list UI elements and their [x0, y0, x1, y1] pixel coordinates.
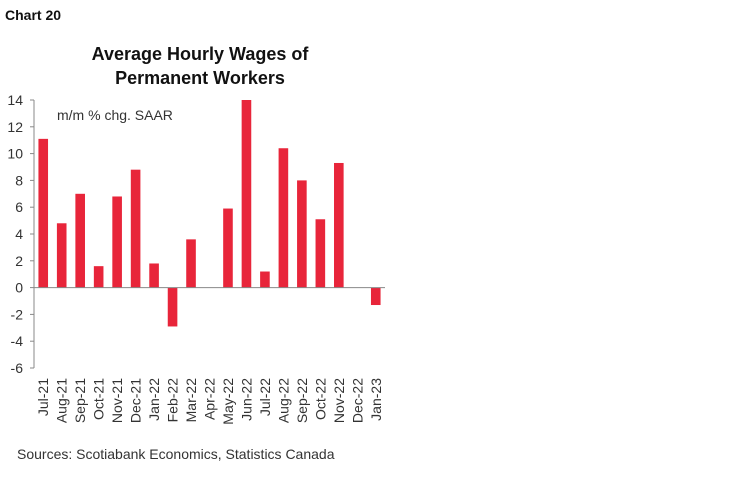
y-tick-label: 4	[15, 226, 23, 242]
y-tick-label: 6	[15, 199, 23, 215]
bar-may-22	[223, 208, 233, 288]
chart-title-line-1: Average Hourly Wages of	[91, 44, 309, 64]
bar-aug-21	[56, 223, 67, 288]
y-tick-label: -2	[11, 306, 24, 322]
axes-group	[33, 100, 385, 368]
y-tick-label: -6	[11, 360, 24, 376]
y-tick-label: -4	[11, 333, 24, 349]
x-tick-label: Nov-22	[331, 378, 347, 423]
x-tick-label: May-22	[220, 378, 236, 425]
x-tick-label: Jan-22	[146, 378, 162, 421]
x-tick-label: Dec-21	[128, 378, 144, 423]
x-tick-label: Sep-22	[294, 378, 310, 423]
bar-jul-21	[38, 138, 49, 288]
x-tick-label: Oct-22	[312, 378, 328, 420]
bar-nov-22	[334, 162, 344, 288]
x-tick-label: Mar-22	[183, 378, 199, 423]
x-tick-label: Aug-21	[54, 378, 70, 423]
y-ticks-group: 14 12 10 8 6 4 2 0 -2 -4 -6	[7, 92, 34, 376]
x-tick-label: Apr-22	[202, 378, 218, 420]
bar-sep-22	[297, 180, 307, 288]
bar-oct-22	[315, 219, 326, 288]
x-tick-label: Aug-22	[275, 378, 291, 423]
x-tick-label: Feb-22	[165, 378, 181, 423]
x-ticks-group: Jul-21 Aug-21 Sep-21 Oct-21 Nov-21 Dec-21 Jan-…	[35, 378, 384, 425]
x-tick-label: Dec-22	[349, 378, 365, 423]
bar-aug-22	[278, 148, 289, 288]
chart-title: Average Hourly Wages of Permanent Worker…	[40, 42, 360, 90]
y-tick-label: 8	[15, 172, 23, 188]
x-tick-label: Jul-22	[257, 378, 273, 416]
source-note: Sources: Scotiabank Economics, Statistic…	[17, 446, 335, 462]
x-tick-label: Oct-21	[91, 378, 107, 420]
y-tick-label: 12	[7, 119, 23, 135]
x-tick-label: Jan-23	[368, 378, 384, 421]
bar-nov-21	[112, 196, 122, 288]
bar-jan-23	[370, 287, 381, 306]
y-tick-label: 2	[15, 253, 23, 269]
y-tick-label: 14	[7, 92, 23, 108]
chart-title-line-2: Permanent Workers	[115, 68, 285, 88]
bar-jun-22	[241, 100, 252, 288]
y-tick-label: 10	[7, 146, 23, 162]
x-tick-label: Sep-21	[72, 378, 88, 423]
bar-mar-22	[186, 239, 196, 288]
bar-dec-21	[130, 169, 141, 288]
bars-group	[38, 100, 381, 327]
units-annotation: m/m % chg. SAAR	[57, 107, 173, 123]
y-tick-label: 0	[15, 280, 23, 296]
x-tick-label: Nov-21	[109, 378, 125, 423]
bar-feb-22	[167, 287, 178, 327]
bar-jul-22	[260, 271, 270, 288]
bar-oct-21	[93, 266, 104, 288]
chart-number-label: Chart 20	[5, 7, 62, 23]
bar-jan-22	[149, 263, 159, 288]
x-tick-label: Jun-22	[238, 378, 254, 421]
x-tick-label: Jul-21	[35, 378, 51, 416]
bar-sep-21	[75, 193, 85, 288]
